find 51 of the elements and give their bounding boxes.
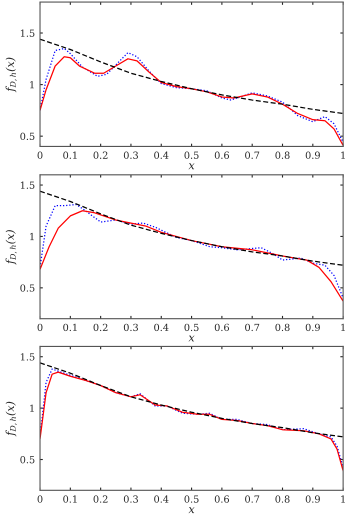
y-tick-label: 0.5 <box>20 284 34 292</box>
x-tick-label: 0.4 <box>154 152 169 159</box>
x-tick-label: 0 <box>38 324 42 332</box>
x-axis-title: x <box>188 163 195 170</box>
x-tick-label: 0.5 <box>184 324 199 332</box>
x-axis-title: x <box>188 336 195 342</box>
x-tick-label: 0.4 <box>154 324 169 332</box>
x-tick-label: 0.3 <box>124 495 138 503</box>
x-tick-label: 0.5 <box>184 152 199 159</box>
x-tick-label: 1 <box>341 324 345 331</box>
y-tick-label: 1.5 <box>20 353 34 361</box>
line-series <box>40 38 344 114</box>
x-tick-label: 1 <box>341 495 345 503</box>
x-tick-label: 0.9 <box>306 324 320 332</box>
y-tick-label: 1.5 <box>20 182 34 189</box>
x-tick-label: 0.3 <box>124 324 138 332</box>
x-tick-label: 0.6 <box>214 495 230 503</box>
x-tick-label: 0.1 <box>63 495 77 503</box>
y-tick-label: 1 <box>30 404 34 412</box>
line-series <box>40 190 344 266</box>
x-tick-label: 0.2 <box>94 495 108 503</box>
x-tick-label: 0 <box>38 495 42 503</box>
x-tick-label: 0.2 <box>94 324 108 332</box>
x-tick-label: 0.1 <box>63 152 77 159</box>
x-tick-label: 0.8 <box>275 324 290 332</box>
y-tick-label: 1 <box>30 81 34 88</box>
x-tick-label: 0.9 <box>306 152 320 159</box>
x-tick-label: 0.3 <box>124 152 138 159</box>
y-axis-title: f$_{D,h}$(x) <box>6 58 17 92</box>
x-tick-label: 0.2 <box>94 152 108 159</box>
y-axis-title: f$_{D,h}$(x) <box>6 230 17 265</box>
x-tick-label: 0.6 <box>214 152 230 159</box>
y-tick-label: 1 <box>30 232 34 240</box>
x-axis-title: x <box>188 507 195 514</box>
x-tick-label: 0.5 <box>184 495 199 503</box>
x-tick-label: 0.6 <box>214 324 230 332</box>
y-tick-label: 0.5 <box>20 132 34 140</box>
x-tick-label: 0.7 <box>245 495 260 503</box>
x-tick-label: 0 <box>38 152 42 159</box>
x-tick-label: 0.7 <box>245 152 260 159</box>
x-tick-label: 0.7 <box>245 324 260 332</box>
line-series <box>40 362 344 438</box>
x-tick-label: 1 <box>341 152 345 159</box>
x-tick-label: 0.1 <box>63 324 77 332</box>
x-tick-label: 0.8 <box>275 152 290 159</box>
x-tick-label: 0.9 <box>306 495 320 503</box>
x-tick-label: 0.4 <box>154 495 169 503</box>
y-tick-label: 0.5 <box>20 456 34 464</box>
y-axis-title: f$_{D,h}$(x) <box>6 402 17 436</box>
x-tick-label: 0.8 <box>275 495 290 503</box>
y-tick-label: 1.5 <box>20 29 34 37</box>
